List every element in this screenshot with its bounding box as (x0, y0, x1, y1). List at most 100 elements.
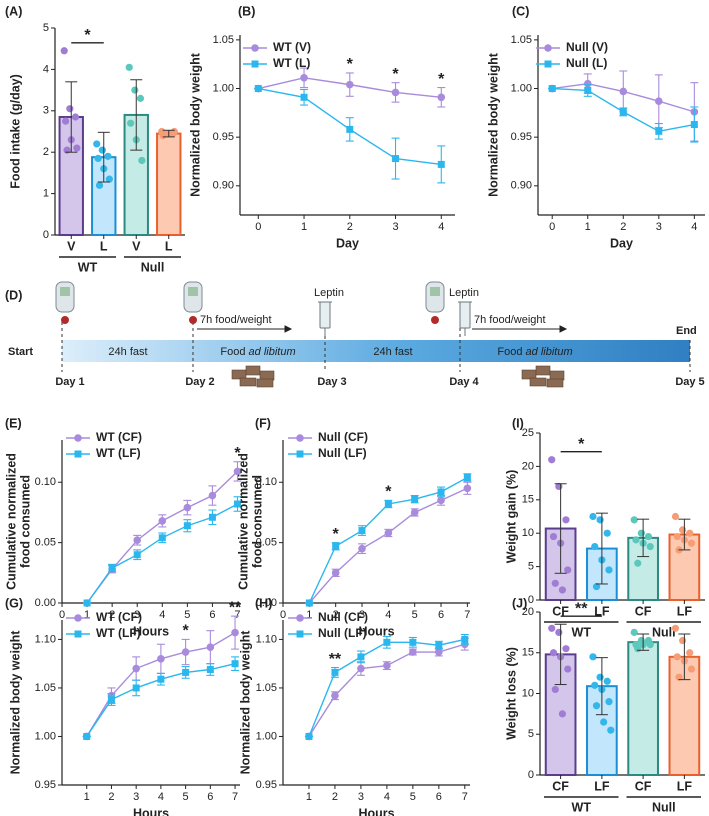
y-tick-label: 1.00 (256, 730, 277, 742)
timeline-bar (62, 340, 690, 362)
group-label: Null (652, 800, 676, 814)
legend-marker (251, 44, 259, 52)
line-chart: (H) 0.95 1.00 1.05 1.10 Normalized body weigh… (238, 596, 470, 816)
x-tick-label: CF (552, 604, 569, 618)
y-axis-label: Cumulative normalized (236, 453, 250, 590)
x-tick-label: 2 (333, 609, 339, 621)
marker (437, 488, 445, 496)
significance: * (84, 27, 91, 44)
data-point (592, 583, 601, 591)
line-chart: (E) 0.00 0.05 0.10 Cumulative normalized food… (4, 416, 242, 638)
marker (233, 500, 241, 508)
marker (409, 638, 417, 646)
x-tick-label: V (132, 239, 141, 253)
data-point (592, 702, 601, 710)
error-bar (554, 623, 567, 686)
marker (300, 93, 308, 101)
x-tick-label: 4 (159, 609, 165, 621)
x-tick-label: 5 (412, 609, 418, 621)
marker (233, 467, 242, 476)
marker (183, 503, 192, 512)
y-tick-label: 0 (43, 229, 49, 241)
y-tick-label: 0.00 (35, 597, 56, 609)
y-axis-label: Normalized body weight (188, 52, 202, 197)
legend-marker (296, 434, 304, 442)
legend-marker (296, 450, 304, 458)
data-point (562, 645, 570, 653)
data-point (644, 532, 653, 541)
legend-label: Null (LF) (318, 626, 367, 640)
panel-label: (D) (5, 288, 22, 302)
marker (158, 517, 167, 525)
arrows (197, 325, 568, 333)
y-tick-label: 1.00 (511, 82, 532, 94)
legend-marker (296, 614, 304, 622)
legend-marker (74, 450, 82, 458)
legend-marker (296, 630, 304, 638)
x-tick-label: 3 (359, 609, 365, 621)
y-tick-label: 1.05 (35, 682, 56, 694)
data-point (98, 146, 106, 154)
significance: ** (229, 599, 242, 616)
marker (182, 668, 190, 676)
y-axis-label: Normalized body weight (486, 52, 500, 197)
y-tick-label: 4 (43, 63, 49, 75)
x-tick-label: 0 (255, 221, 261, 233)
data-point (630, 516, 638, 524)
data-point (558, 586, 567, 594)
x-tick-label: 5 (183, 791, 189, 803)
data-point (686, 529, 694, 537)
bar (627, 641, 659, 777)
legend-label: WT (LF) (96, 626, 141, 640)
phase-label: 24h fast (373, 346, 412, 358)
data-point (634, 559, 642, 567)
phase-label: Food ad libitum (497, 346, 572, 358)
marker (300, 74, 308, 82)
x-axis-label: Hours (133, 624, 169, 638)
y-tick-label: 0.90 (511, 180, 532, 192)
marker (206, 643, 215, 651)
y-tick-label: 0.90 (213, 180, 234, 192)
x-tick-label: 6 (438, 609, 444, 621)
phase-text: Food (220, 346, 245, 358)
marker (357, 664, 365, 673)
data-point (60, 47, 68, 55)
data-point (564, 566, 572, 574)
x-tick-label: 7 (462, 791, 468, 803)
marker (181, 648, 190, 656)
marker (208, 513, 216, 521)
significance: * (385, 484, 392, 501)
data-point (104, 152, 112, 160)
y-tick-label: 0 (528, 769, 534, 781)
marker (206, 666, 214, 673)
line-chart: (B) 0.90 0.95 1.00 1.05 Normalized body weigh… (188, 4, 455, 250)
legend-marker (74, 630, 82, 638)
y-tick-label: 1.00 (35, 730, 56, 742)
day-label: Day 4 (449, 376, 479, 388)
x-tick-label: 4 (385, 609, 391, 621)
y-axis-label: Normalized body weight (238, 630, 252, 775)
line-chart: (F) 0.00 0.05 0.10 Cumulative normalized food… (236, 416, 472, 638)
marker (346, 125, 354, 133)
x-tick-label: 3 (134, 609, 140, 621)
marker (358, 544, 366, 553)
x-axis-label: Day (610, 236, 633, 250)
marker (331, 569, 340, 577)
line-chart: (G) 0.95 1.00 1.05 1.10 Normalized body weigh… (5, 596, 242, 816)
error-bar (678, 518, 691, 551)
y-tick-label: 20 (522, 460, 534, 472)
data-point (548, 456, 556, 464)
marker (384, 500, 392, 508)
x-tick-label: 7 (232, 791, 238, 803)
y-tick-label: 0.95 (511, 131, 532, 143)
y-tick-label: 1.05 (511, 34, 532, 46)
data-point (671, 624, 680, 632)
panel-label: (G) (5, 596, 23, 610)
significance: ** (329, 651, 342, 668)
data-point (62, 117, 70, 125)
y-tick-label: 15 (522, 647, 534, 659)
data-point (678, 526, 687, 534)
x-tick-label: 1 (585, 221, 591, 233)
marker (83, 732, 91, 740)
